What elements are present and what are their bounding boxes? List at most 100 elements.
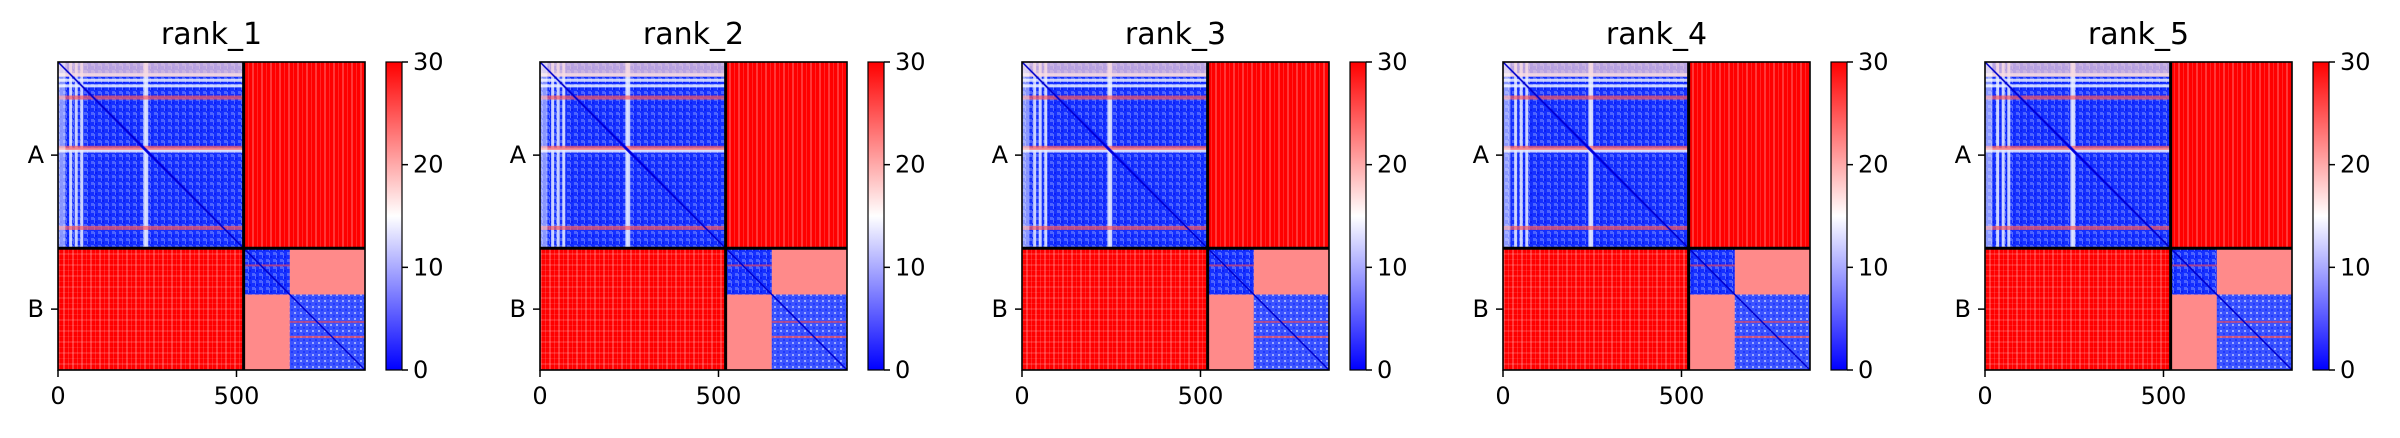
block-b-b-diagonal: [243, 247, 366, 371]
block-a-a-hband-1: [540, 78, 726, 82]
y-tick-label-0: A: [992, 141, 1009, 169]
x-tick-label-1: 500: [2141, 382, 2187, 410]
block-a-a-redrow-2: [58, 225, 244, 230]
block-a-a-vband-0: [1996, 62, 2000, 249]
x-tick-label-1: 500: [696, 382, 742, 410]
block-b-b-domain-stripe-2: [1253, 320, 1329, 323]
block-b-b-diagonal: [725, 247, 848, 371]
x-tick-label-1: 500: [1178, 382, 1224, 410]
colorbar-tick-label-0: 0: [413, 356, 428, 384]
block-b-b-redrow: [2216, 335, 2292, 338]
panel-title: rank_2: [643, 17, 744, 52]
plot-frame: [1502, 61, 1811, 371]
colorbar-tick-label-1: 10: [413, 253, 444, 281]
block-a-a-vband-2: [1044, 62, 1048, 249]
block-a-a-vband-1: [1038, 62, 1042, 249]
block-a-a-hband-4: [540, 149, 726, 153]
block-a-a-vband-1: [2001, 62, 2005, 249]
y-tick-label-1: B: [1473, 295, 1489, 323]
block-a-a-top-light: [1503, 62, 1689, 77]
block-a-a-vband-4: [145, 62, 149, 249]
block-a-a-left-light: [58, 62, 66, 249]
block-a-a-left-light: [1503, 62, 1511, 249]
block-a-a-top-light: [1985, 62, 2171, 77]
block-b-a-rows: [540, 248, 726, 370]
block-b-b-domain-stripe-2: [771, 320, 847, 323]
colorbar-tick-label-2: 20: [2340, 151, 2371, 179]
panel-title: rank_4: [1606, 17, 1707, 52]
colorbar-tick-label-3: 30: [1858, 48, 1889, 76]
x-tick-label-0: 0: [1014, 382, 1029, 410]
colorbar-tick-label-2: 20: [1858, 151, 1889, 179]
block-b-b-domain-stripe-2: [2216, 320, 2292, 323]
block-a-a-hband-2: [1985, 84, 2171, 88]
block-a-a-redrow-0: [1985, 95, 2171, 100]
block-a-a-vband-3: [143, 62, 147, 249]
block-a-a-hband-4: [1985, 149, 2171, 153]
block-a-a-hband-2: [540, 84, 726, 88]
y-tick-label-1: B: [510, 295, 526, 323]
x-tick-label-1: 500: [214, 382, 260, 410]
colorbar-tick-label-3: 30: [1377, 48, 1408, 76]
block-b-b-diagonal: [2170, 247, 2293, 371]
block-a-a-hband-1: [1985, 78, 2171, 82]
block-a-a-hband-2: [1503, 84, 1689, 88]
heatmap-panel-4: rank_4 0 500 A B 0 10 20 30: [1473, 17, 1889, 410]
colorbar-tick-label-2: 20: [895, 151, 926, 179]
block-a-a-diagonal-core: [1021, 61, 1209, 249]
y-tick-label-1: B: [992, 295, 1008, 323]
block-a-a-redrow-1: [1985, 145, 2171, 150]
colorbar-tick-label-1: 10: [1377, 253, 1408, 281]
block-a-a-redrow-0: [58, 95, 244, 100]
block-a-a-diagonal-core: [539, 61, 727, 249]
block-a-b: [2170, 62, 2292, 249]
block-a-a-redrow-2: [540, 225, 726, 230]
x-tick-label-0: 0: [532, 382, 547, 410]
block-b-b-domain-stripe-2: [289, 320, 365, 323]
colorbar-tick-label-0: 0: [1858, 356, 1873, 384]
block-a-a-hband-4: [1022, 149, 1208, 153]
block-a-a-vband-2: [1525, 62, 1529, 249]
block-a-a-vband-0: [69, 62, 73, 249]
block-a-a-redrow-1: [1022, 145, 1208, 150]
block-b-b-diagonal: [1688, 247, 1811, 371]
x-tick-label-0: 0: [1977, 382, 1992, 410]
block-a-a-redrow-0: [1503, 95, 1689, 100]
colorbar: [2312, 61, 2330, 371]
block-a-a-top-light: [1022, 62, 1208, 77]
colorbar-tick-label-2: 20: [413, 151, 444, 179]
block-b-b-domain-stripe-1: [2170, 264, 2217, 267]
block-b-b-redrow: [1734, 335, 1810, 338]
block-a-a-vband-0: [1033, 62, 1037, 249]
colorbar: [385, 61, 403, 371]
colorbar-tick-label-1: 10: [2340, 253, 2371, 281]
block-b-b-domain-stripe-1: [243, 264, 290, 267]
block-b-b-redrow: [771, 335, 847, 338]
y-tick-label-0: A: [510, 141, 527, 169]
block-a-a-vband-2: [2007, 62, 2011, 249]
block-b-b-redrow: [289, 335, 365, 338]
heatmap-panel-2: rank_2 0 500 A B 0 10 20 30: [510, 17, 926, 410]
block-a-b: [725, 62, 847, 249]
panel-title: rank_3: [1125, 17, 1226, 52]
block-a-a-vband-4: [627, 62, 631, 249]
block-a-a-vband-3: [625, 62, 629, 249]
block-a-a-vband-3: [1107, 62, 1111, 249]
colorbar-tick-label-2: 20: [1377, 151, 1408, 179]
heatmap-panel-3: rank_3 0 500 A B 0 10 20 30: [992, 17, 1408, 410]
block-a-a-redrow-1: [540, 145, 726, 150]
panel-title: rank_5: [2088, 17, 2189, 52]
block-a-a-vband-1: [1519, 62, 1523, 249]
panel-title: rank_1: [161, 17, 262, 52]
block-a-a-redrow-1: [1503, 145, 1689, 150]
block-a-a-diagonal-core: [1502, 61, 1690, 249]
colorbar-tick-label-0: 0: [1377, 356, 1392, 384]
y-tick-label-0: A: [1955, 141, 1972, 169]
block-a-a-redrow-0: [1022, 95, 1208, 100]
block-a-a-redrow-0: [540, 95, 726, 100]
block-b-b-domain-stripe-1: [725, 264, 772, 267]
y-tick-label-0: A: [1473, 141, 1490, 169]
colorbar-tick-label-3: 30: [413, 48, 444, 76]
block-a-a-redrow-2: [1022, 225, 1208, 230]
